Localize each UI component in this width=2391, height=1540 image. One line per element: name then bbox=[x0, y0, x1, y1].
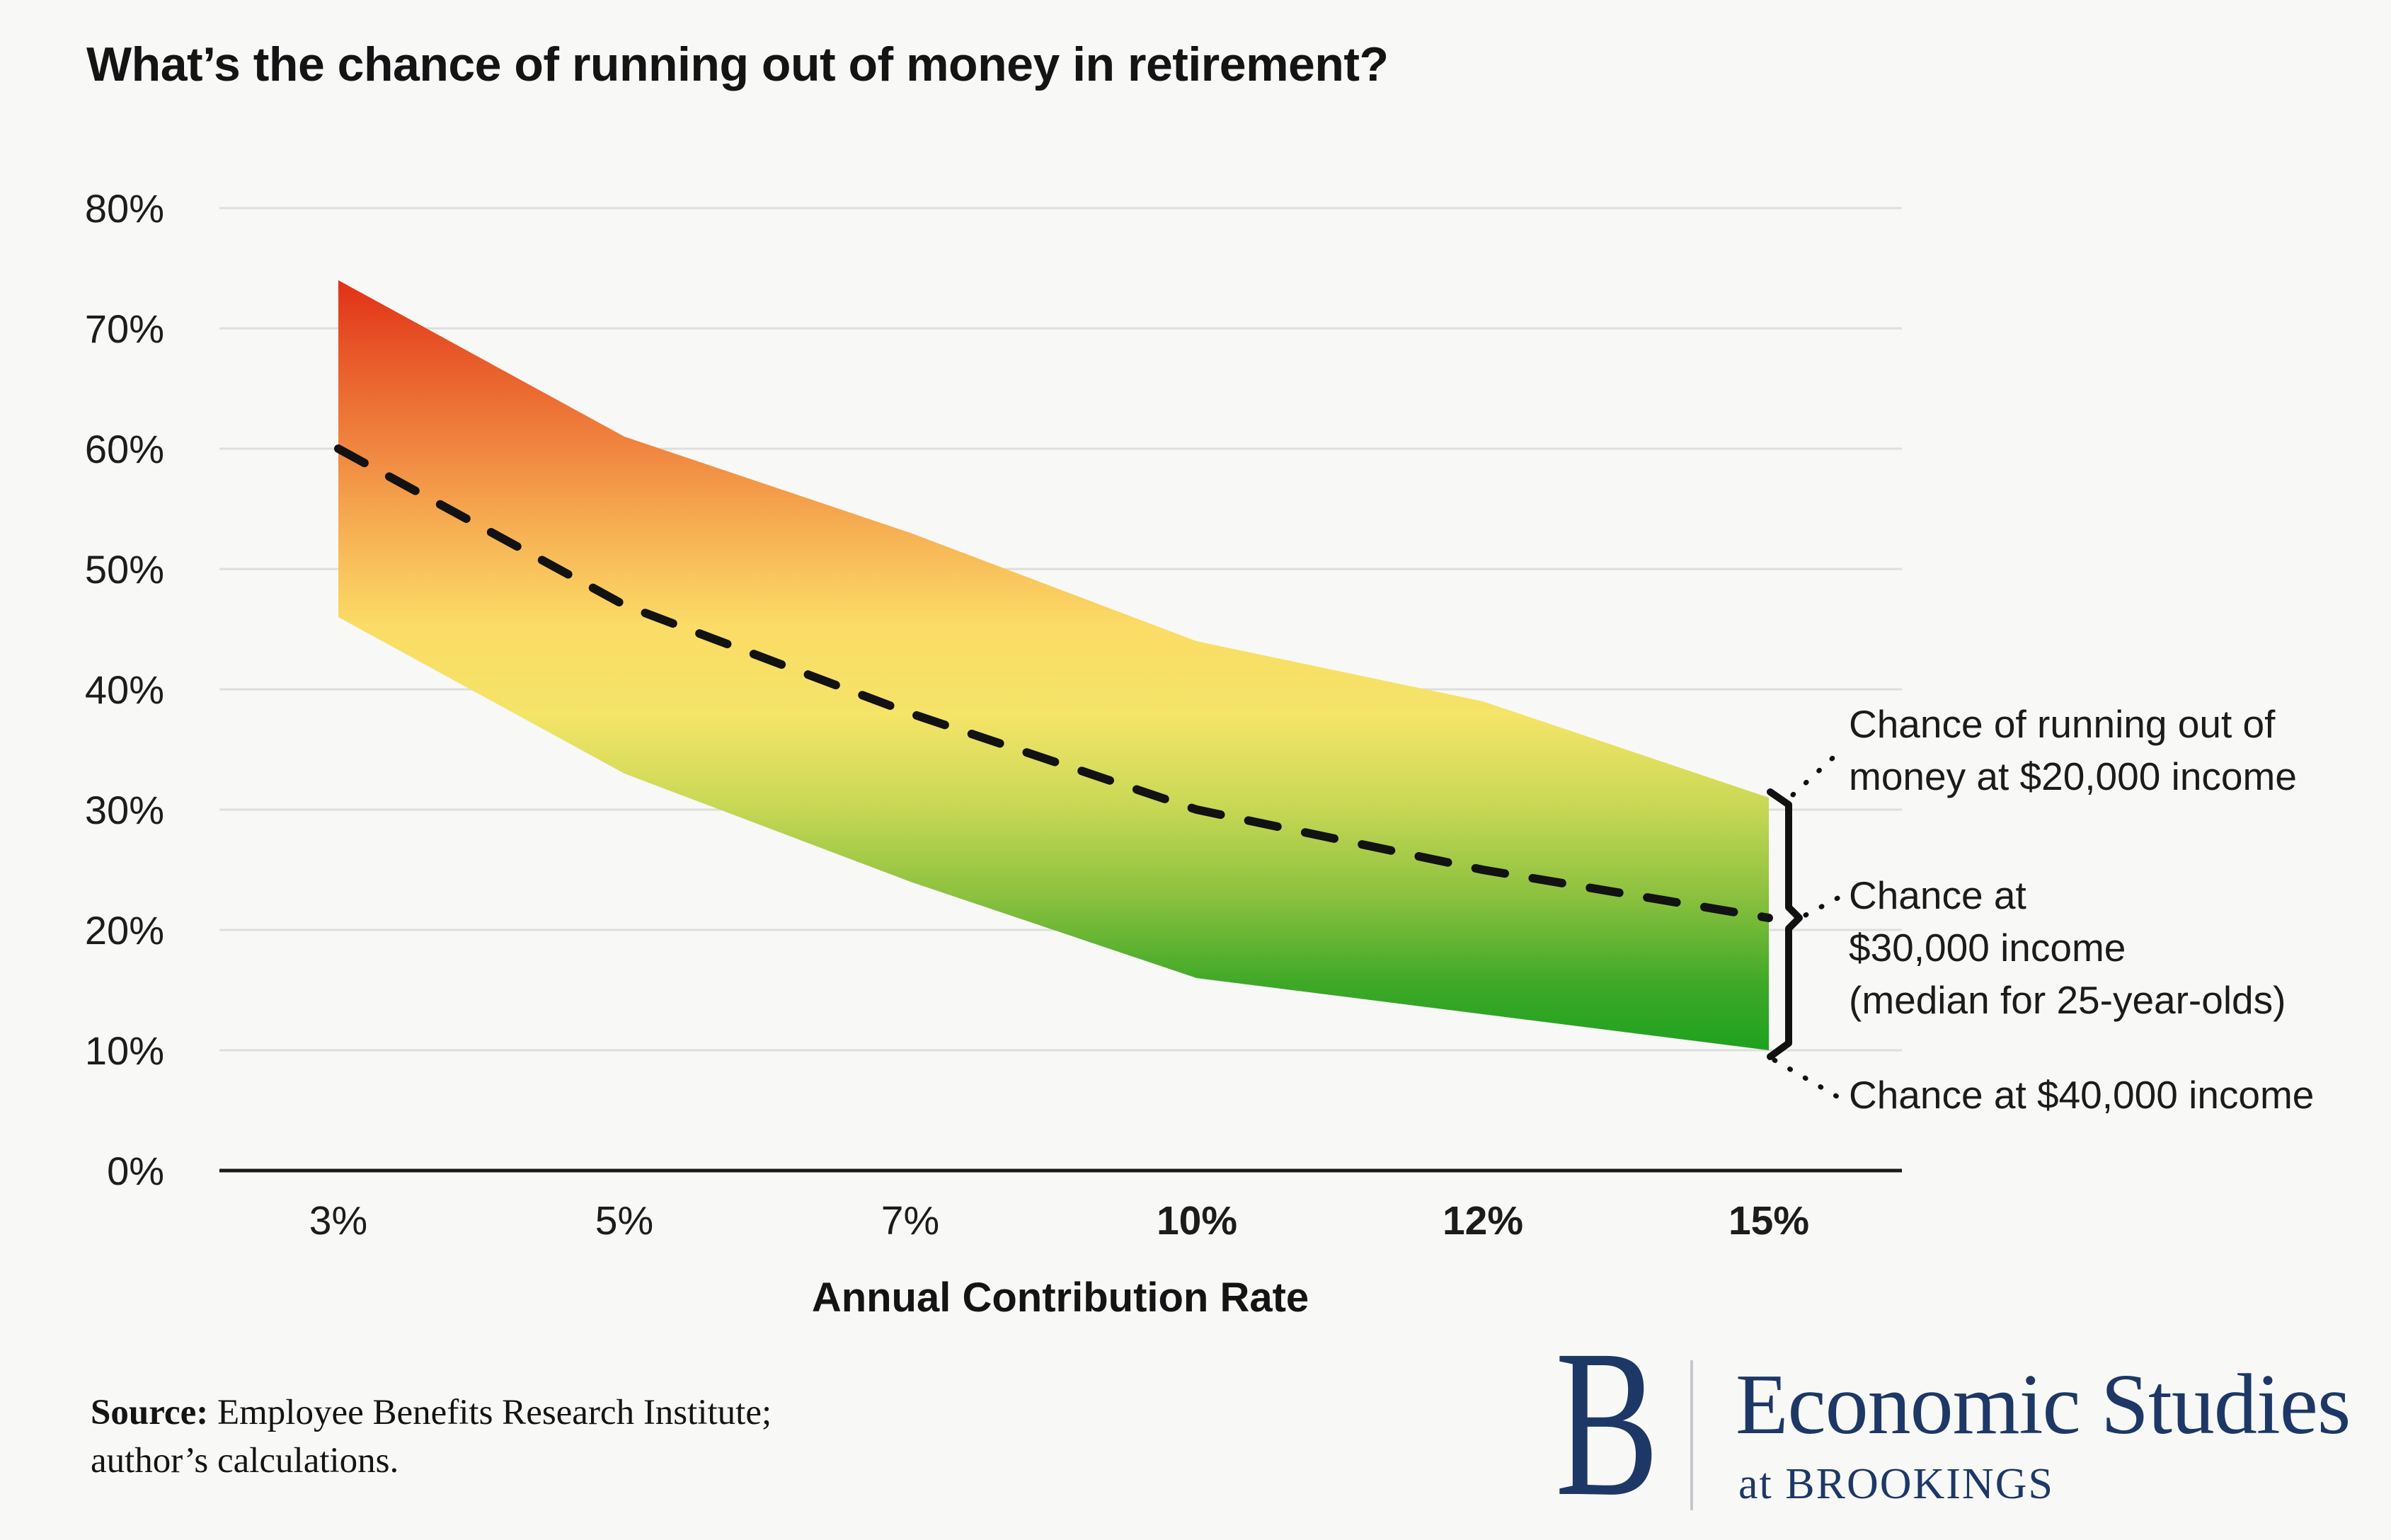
brookings-logo-b: B bbox=[1555, 1306, 1660, 1540]
source-line-1: Source: Employee Benefits Research Insti… bbox=[91, 1389, 772, 1437]
annotation-40k-income: Chance at $40,000 income bbox=[1849, 1073, 2315, 1117]
source-label: Source: bbox=[91, 1393, 209, 1432]
logo-at-brookings: at BROOKINGS bbox=[1738, 1460, 2054, 1508]
y-tick-50: 50% bbox=[84, 547, 164, 592]
annotation-20k-income: Chance of running out of money at $20,00… bbox=[1849, 702, 2297, 798]
source-text: Employee Benefits Research Institute; bbox=[208, 1393, 772, 1432]
logo-divider bbox=[1690, 1360, 1693, 1510]
x-tick-3pct: 3% bbox=[309, 1198, 368, 1243]
x-tick-12pct: 12% bbox=[1442, 1198, 1524, 1243]
x-tick-5pct: 5% bbox=[595, 1198, 654, 1243]
y-tick-20: 20% bbox=[84, 908, 164, 953]
x-tick-10pct: 10% bbox=[1156, 1198, 1238, 1243]
source-line-2: author’s calculations. bbox=[91, 1441, 399, 1481]
logo-economic-studies: Economic Studies bbox=[1736, 1357, 2351, 1452]
x-tick-15pct: 15% bbox=[1728, 1198, 1810, 1243]
source-note: Source: Employee Benefits Research Insti… bbox=[91, 1389, 772, 1485]
y-tick-60: 60% bbox=[84, 427, 164, 471]
y-tick-40: 40% bbox=[84, 667, 164, 712]
y-tick-0: 0% bbox=[107, 1149, 164, 1193]
x-axis-title: Annual Contribution Rate bbox=[811, 1275, 1309, 1321]
y-tick-70: 70% bbox=[84, 306, 164, 351]
x-tick-7pct: 7% bbox=[881, 1198, 940, 1243]
y-tick-80: 80% bbox=[84, 186, 164, 231]
annotation-30k-income: Chance at $30,000 income (median for 25-… bbox=[1849, 873, 2286, 1022]
y-tick-30: 30% bbox=[84, 788, 164, 832]
y-tick-10: 10% bbox=[84, 1028, 164, 1073]
chart-title: What’s the chance of running out of mone… bbox=[86, 38, 1389, 91]
